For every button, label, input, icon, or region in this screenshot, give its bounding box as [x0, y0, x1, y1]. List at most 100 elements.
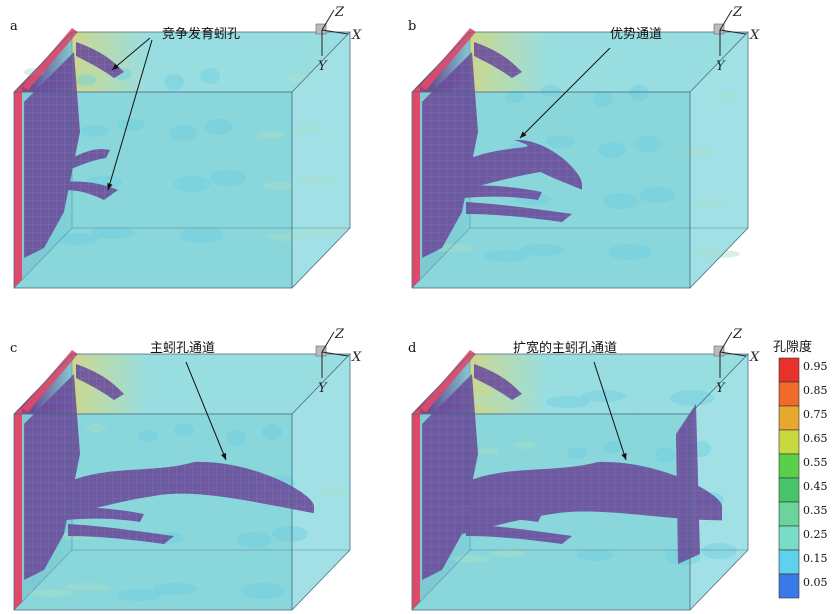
box-right-face	[292, 32, 350, 288]
porosity-texture	[691, 199, 727, 207]
wormhole-inlet-zone	[24, 52, 80, 258]
porosity-texture	[86, 424, 106, 432]
axis-cube	[713, 23, 725, 35]
x-axis-label: X	[351, 28, 362, 43]
wormhole-inlet-zone	[422, 374, 478, 580]
arrow-head	[107, 183, 113, 190]
wormhole-branch	[66, 507, 144, 522]
porosity-texture	[153, 583, 197, 595]
panel-annotation: 优势通道	[610, 26, 662, 42]
x-axis-line	[719, 351, 747, 357]
porosity-texture	[226, 430, 246, 446]
box-top-face	[14, 354, 350, 414]
porosity-texture	[670, 390, 714, 406]
wormhole-branch	[464, 185, 542, 200]
panel-b: b 优势通道 ZX Y	[408, 5, 760, 289]
porosity-texture	[138, 430, 158, 442]
porosity-texture	[179, 227, 223, 243]
porosity-texture	[29, 589, 73, 597]
porosity-texture	[298, 176, 334, 184]
panel-label: a	[10, 19, 18, 34]
panel-label: c	[10, 341, 17, 356]
wormhole-breakthrough	[676, 404, 700, 564]
porosity-texture	[174, 176, 210, 192]
axis-triad: ZX Y	[713, 327, 760, 396]
axis-cube	[713, 345, 725, 357]
porosity-texture	[489, 549, 525, 557]
arrow-head	[112, 63, 119, 70]
porosity-texture	[629, 85, 649, 101]
porosity-texture	[520, 244, 564, 256]
colorbar-swatch	[778, 573, 800, 599]
axis-triad: ZX Y	[315, 327, 362, 396]
colorbar-tick: 0.45	[803, 480, 828, 493]
wormhole-branch	[64, 149, 110, 172]
box-right-face	[690, 32, 748, 288]
wormhole-branch	[466, 202, 572, 222]
wormhole-inlet-zone	[422, 52, 478, 258]
wormhole	[422, 42, 582, 258]
porosity-texture	[603, 193, 639, 209]
box-right-face	[690, 354, 748, 610]
porosity-texture	[257, 131, 285, 139]
porosity-texture	[701, 543, 737, 559]
y-axis-label: Y	[318, 59, 328, 74]
x-axis-line	[719, 29, 747, 35]
porosity-texture	[91, 227, 135, 239]
axis-cube	[315, 23, 327, 35]
x-axis-label: X	[749, 28, 760, 43]
box-edges	[13, 31, 351, 289]
wormhole-top-branch	[76, 42, 124, 78]
box-right-face	[292, 354, 350, 610]
colorbar-tick: 0.95	[803, 360, 828, 373]
porosity-texture	[655, 447, 675, 463]
porosity-texture	[319, 487, 347, 495]
porosity-texture	[262, 182, 298, 190]
box-edges	[411, 31, 749, 289]
porosity-texture	[293, 125, 321, 133]
porosity-texture	[205, 119, 233, 135]
colorbar-swatch	[778, 549, 800, 575]
porosity-texture	[453, 555, 489, 563]
panel-annotation: 扩宽的主蚓孔通道	[513, 340, 617, 356]
porosity-texture	[241, 583, 285, 599]
porosity-texture	[577, 549, 613, 561]
colorbar-tick: 0.25	[803, 528, 828, 541]
porosity-texture	[546, 136, 574, 148]
porosity-texture	[608, 244, 652, 260]
z-axis-line	[719, 331, 733, 353]
porosity-texture	[593, 91, 613, 107]
porosity-texture	[200, 68, 220, 84]
colorbar-tick: 0.75	[803, 408, 828, 421]
porosity-texture	[55, 233, 99, 245]
porosity-texture	[164, 74, 184, 90]
colorbar-swatch	[778, 381, 800, 407]
wormhole	[24, 42, 124, 258]
colorbar-tick: 0.85	[803, 384, 828, 397]
arrow-head	[221, 453, 227, 460]
colorbar-swatch	[778, 501, 800, 527]
box-top-face	[412, 354, 748, 414]
porosity-texture	[65, 583, 109, 591]
x-axis-line	[321, 351, 349, 357]
porosity-texture	[505, 91, 525, 103]
inlet-top-edge	[420, 350, 476, 412]
z-axis-label: Z	[732, 327, 743, 342]
wormhole-top-branch	[474, 42, 522, 78]
porosity-texture	[686, 148, 714, 156]
porosity-texture	[210, 170, 246, 186]
colorbar: 孔隙度 0.95 0.85 0.75 0.65 0.55 0.45 0.35 0.25 0.15 0…	[773, 339, 828, 599]
porosity-texture	[541, 85, 561, 97]
porosity-texture	[603, 441, 623, 453]
porosity-texture	[515, 441, 535, 449]
porosity-texture	[567, 447, 587, 459]
wormhole-branch	[466, 524, 572, 544]
inlet-face	[14, 86, 22, 288]
porosity-texture	[117, 589, 161, 601]
annotation-arrow	[185, 361, 227, 461]
porosity-texture	[272, 526, 308, 542]
y-axis-label: Y	[716, 381, 726, 396]
axis-triad: ZX Y	[713, 5, 760, 74]
axis-cube	[315, 345, 327, 357]
arrow-head	[621, 453, 627, 460]
